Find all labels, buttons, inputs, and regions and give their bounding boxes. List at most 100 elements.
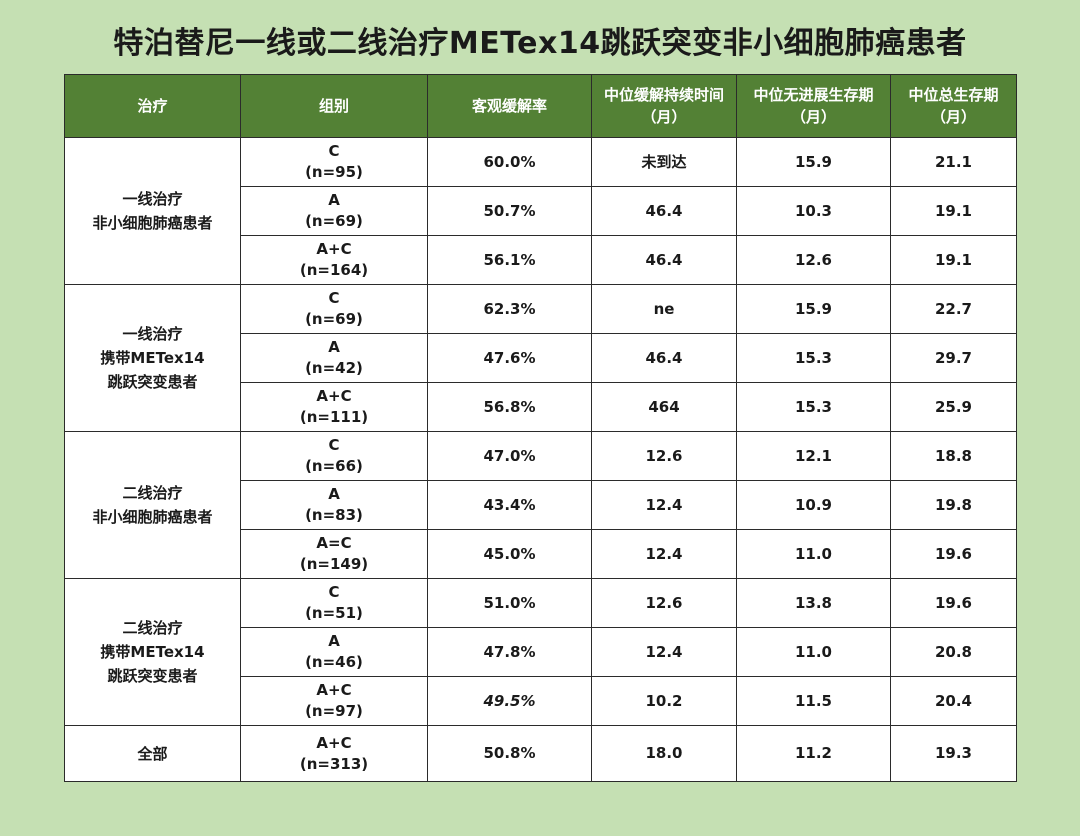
orr-cell: 60.0% (427, 137, 592, 187)
orr-cell: 49.5% (427, 676, 592, 726)
os-cell: 19.6 (890, 529, 1017, 579)
treatment-label: 非小细胞肺癌患者 (92, 214, 213, 232)
group-cell: A+C (n=313) (240, 725, 428, 782)
dor-cell: 12.6 (591, 578, 737, 628)
orr-cell: 47.6% (427, 333, 592, 383)
group-count: (n=313) (299, 754, 369, 773)
group-cell: A (n=69) (240, 186, 428, 236)
dor-cell: 46.4 (591, 333, 737, 383)
treatment-cell: 二线治疗 非小细胞肺癌患者 (64, 431, 241, 579)
header-text: 客观缓解率 (471, 97, 547, 115)
treatment-cell: 一线治疗非小细胞肺癌患者 (64, 137, 241, 285)
treatment-cell: 全部 (64, 725, 241, 782)
group-label: A+C (316, 681, 352, 699)
group-label: C (328, 436, 340, 454)
pfs-cell: 11.0 (736, 627, 891, 677)
group-label: A+C (316, 240, 352, 258)
orr-cell: 43.4% (427, 480, 592, 530)
pfs-cell: 10.3 (736, 186, 891, 236)
group-count: (n=83) (305, 506, 363, 524)
dor-cell: 18.0 (591, 725, 737, 782)
group-cell: A+C (n=97) (240, 676, 428, 726)
treatment-cell: 二线治疗 携带METex14 跳跃突变患者 (64, 578, 241, 726)
table-row: 一线治疗 携带METex14 跳跃突变患者 C (n=69) 62.3% ne 15.9 22.… (64, 284, 1017, 432)
header-dor: 中位缓解持续时间 （月） (591, 74, 737, 138)
dor-cell: 464 (591, 382, 737, 432)
group-label: C (328, 583, 340, 601)
group-count: (n=42) (305, 359, 363, 377)
os-cell: 19.8 (890, 480, 1017, 530)
group-count: (n=46) (305, 653, 363, 671)
group-count: (n=69) (305, 212, 363, 230)
group-cell: A (n=83) (240, 480, 428, 530)
header-row: 治疗 组别 客观缓解率 中位缓解持续时间 （月） 中位无进展生存期 （月） 中位总生存期 （月） (64, 74, 1017, 138)
table-row: A=C (n=149) 45.0% 12.4 11.0 19.6 (65, 529, 1017, 579)
table-body: 一线治疗非小细胞肺癌患者 C (n=95) 60.0% 未到达 15.9 21.1 A (n=6… (64, 137, 1017, 782)
group-count: (n=69) (305, 310, 363, 328)
header-orr: 客观缓解率 (427, 74, 592, 138)
group-label: A (328, 338, 340, 356)
pfs-cell: 10.9 (736, 480, 891, 530)
os-cell: 20.4 (890, 676, 1017, 726)
orr-cell: 45.0% (427, 529, 592, 579)
group-cell: A+C (n=164) (240, 235, 428, 285)
header-treatment: 治疗 (64, 74, 241, 138)
pfs-cell: 11.5 (736, 676, 891, 726)
dor-cell: 12.4 (591, 627, 737, 677)
group-count: (n=95) (305, 163, 363, 181)
group-label: A+C (316, 387, 352, 405)
dor-cell: ne (591, 284, 737, 334)
os-cell: 21.1 (890, 137, 1017, 187)
os-cell: 18.8 (890, 431, 1017, 481)
group-label: A+C (316, 733, 352, 752)
group-label: A=C (316, 534, 352, 552)
header-text: 中位总生存期 (908, 86, 999, 104)
table-row: A+C (n=97) 49.5% 10.2 11.5 20.4 (65, 676, 1017, 726)
orr-cell: 50.8% (427, 725, 592, 782)
table-row: A (n=42) 47.6% 46.4 15.3 29.7 (65, 333, 1017, 383)
pfs-cell: 15.3 (736, 382, 891, 432)
group-count: (n=111) (299, 408, 369, 426)
table-row: A+C (n=111) 56.8% 464 15.3 25.9 (65, 382, 1017, 432)
dor-cell: 12.4 (591, 529, 737, 579)
table-row: A (n=69) 50.7% 46.4 10.3 19.1 (65, 186, 1017, 236)
results-table: 治疗 组别 客观缓解率 中位缓解持续时间 （月） 中位无进展生存期 （月） 中位总生存期 （月）… (64, 74, 1017, 782)
group-label: A (328, 191, 340, 209)
os-cell: 19.1 (890, 186, 1017, 236)
group-label: A (328, 485, 340, 503)
header-text: （月） (641, 108, 687, 126)
group-cell: A+C (n=111) (240, 382, 428, 432)
pfs-cell: 11.2 (736, 725, 891, 782)
table-row: 二线治疗 携带METex14 跳跃突变患者 C (n=51) 51.0% 12.6 13.8 1… (64, 578, 1017, 726)
treatment-label: 携带METex14 (100, 349, 205, 367)
dor-cell: 46.4 (591, 235, 737, 285)
header-text: 组别 (318, 97, 349, 115)
dor-cell: 未到达 (591, 137, 737, 187)
dor-cell: 46.4 (591, 186, 737, 236)
header-text: 中位无进展生存期 (753, 86, 874, 104)
group-cell: A (n=46) (240, 627, 428, 677)
os-cell: 29.7 (890, 333, 1017, 383)
treatment-label: 二线治疗 (122, 619, 183, 637)
group-cell: A=C (n=149) (240, 529, 428, 579)
os-cell: 19.1 (890, 235, 1017, 285)
pfs-cell: 12.6 (736, 235, 891, 285)
orr-cell: 62.3% (427, 284, 592, 334)
treatment-label: 跳跃突变患者 (107, 667, 198, 685)
os-cell: 19.6 (890, 578, 1017, 628)
group-count: (n=149) (299, 555, 369, 573)
group-label: A (328, 632, 340, 650)
table-header: 治疗 组别 客观缓解率 中位缓解持续时间 （月） 中位无进展生存期 （月） 中位总生存期 （月） (64, 74, 1017, 138)
group-count: (n=51) (305, 604, 363, 622)
orr-cell: 47.8% (427, 627, 592, 677)
orr-cell: 51.0% (427, 578, 592, 628)
group-label: C (328, 289, 340, 307)
os-cell: 19.3 (890, 725, 1017, 782)
treatment-label: 二线治疗 (122, 484, 183, 502)
table-row: A (n=83) 43.4% 12.4 10.9 19.8 (65, 480, 1017, 530)
treatment-label: 一线治疗 (122, 190, 183, 208)
pfs-cell: 15.9 (736, 284, 891, 334)
pfs-cell: 13.8 (736, 578, 891, 628)
table-row: 一线治疗 非小细胞肺癌患者 C (n=95) 60.0% 未到达 15.9 21.1 (64, 137, 1017, 285)
os-cell: 22.7 (890, 284, 1017, 334)
